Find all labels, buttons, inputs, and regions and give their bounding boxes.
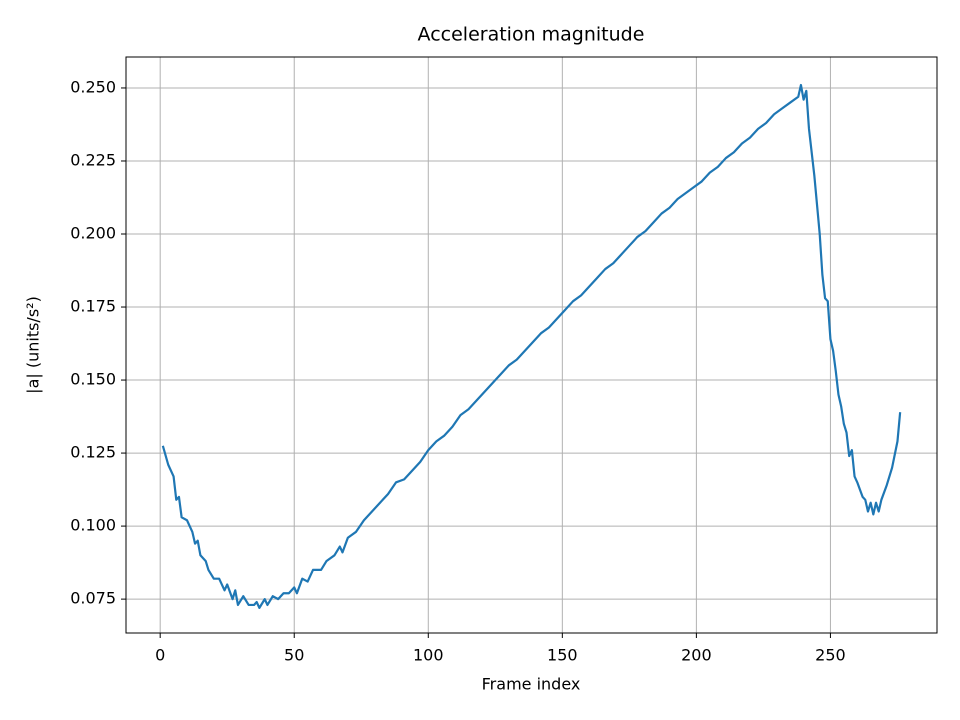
y-tick-label: 0.125 xyxy=(70,443,116,462)
y-tick-label: 0.150 xyxy=(70,370,116,389)
y-tick-label: 0.175 xyxy=(70,297,116,316)
x-tick-label: 50 xyxy=(284,646,304,665)
y-tick-label: 0.250 xyxy=(70,77,116,96)
x-tick-label: 200 xyxy=(681,646,712,665)
x-tick-label: 150 xyxy=(547,646,578,665)
y-tick-label: 0.200 xyxy=(70,224,116,243)
x-axis-label: Frame index xyxy=(482,675,581,694)
y-tick-label: 0.100 xyxy=(70,516,116,535)
x-tick-label: 0 xyxy=(155,646,165,665)
y-tick-label: 0.225 xyxy=(70,150,116,169)
y-tick-label: 0.075 xyxy=(70,589,116,608)
chart-title: Acceleration magnitude xyxy=(418,24,645,46)
x-tick-label: 250 xyxy=(815,646,846,665)
plot-frame xyxy=(125,56,938,634)
data-line xyxy=(161,83,902,609)
y-axis-label: |a| (units/s²) xyxy=(24,296,43,394)
x-tick-label: 100 xyxy=(413,646,444,665)
